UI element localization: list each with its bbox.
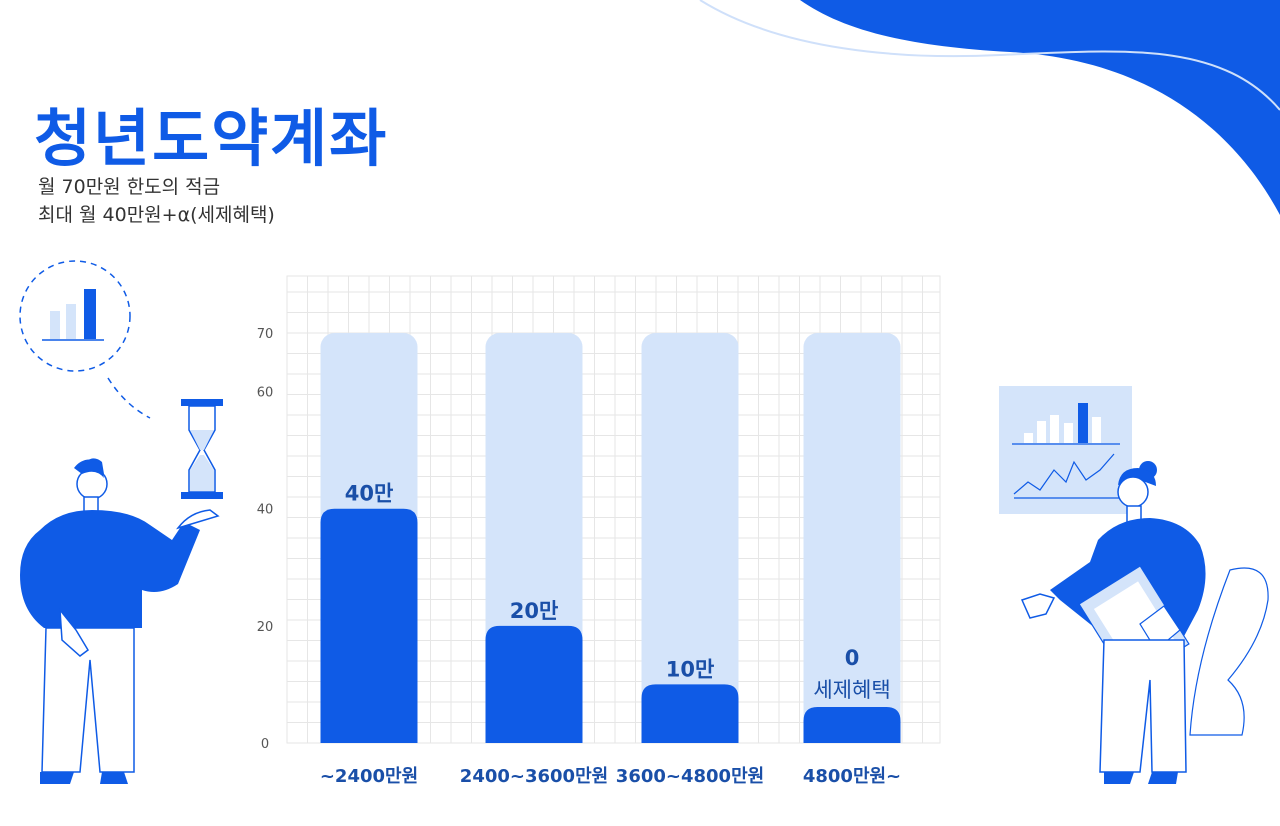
bar-data-label: 20만 [510, 599, 559, 623]
y-tick-label: 60 [257, 386, 274, 401]
bar-data-label: 0 [845, 646, 860, 670]
x-category-label: 4800만원~ [803, 766, 901, 787]
page-title: 청년도약계좌 [34, 102, 389, 175]
subtitle-benefit: 최대 월 40만원+α(세제혜택) [38, 204, 275, 226]
chart-labels: 0 20 40 60 70 40만 ~2400만원 20만 2400~3600만원 10만 3600… [257, 327, 901, 787]
y-tick-label: 0 [261, 737, 269, 752]
bar-value [320, 508, 418, 743]
analytics-board-illustration [999, 386, 1132, 514]
bar-chart-bubble-icon [19, 260, 151, 419]
bar-value [641, 684, 739, 743]
chart-bars [320, 333, 901, 743]
bar-value [485, 625, 583, 743]
bar-capacity-track [803, 333, 901, 743]
y-tick-label: 20 [257, 620, 274, 635]
y-tick-label: 40 [257, 503, 274, 518]
bar-data-sublabel: 세제혜택 [813, 678, 890, 702]
bar-value [803, 707, 901, 743]
man-figure-illustration [20, 458, 220, 784]
x-category-label: ~2400만원 [320, 766, 418, 787]
x-category-label: 2400~3600만원 [460, 766, 608, 787]
woman-figure-illustration [1020, 461, 1269, 784]
subtitle-limit: 월 70만원 한도의 적금 [38, 176, 221, 198]
bar-data-label: 40만 [345, 482, 394, 506]
bar-capacity-track [641, 333, 739, 743]
bar-data-label: 10만 [666, 657, 715, 681]
top-wave-line [699, 0, 1280, 111]
x-category-label: 3600~4800만원 [616, 766, 764, 787]
hourglass-icon [181, 399, 223, 499]
y-tick-label: 70 [257, 327, 274, 342]
